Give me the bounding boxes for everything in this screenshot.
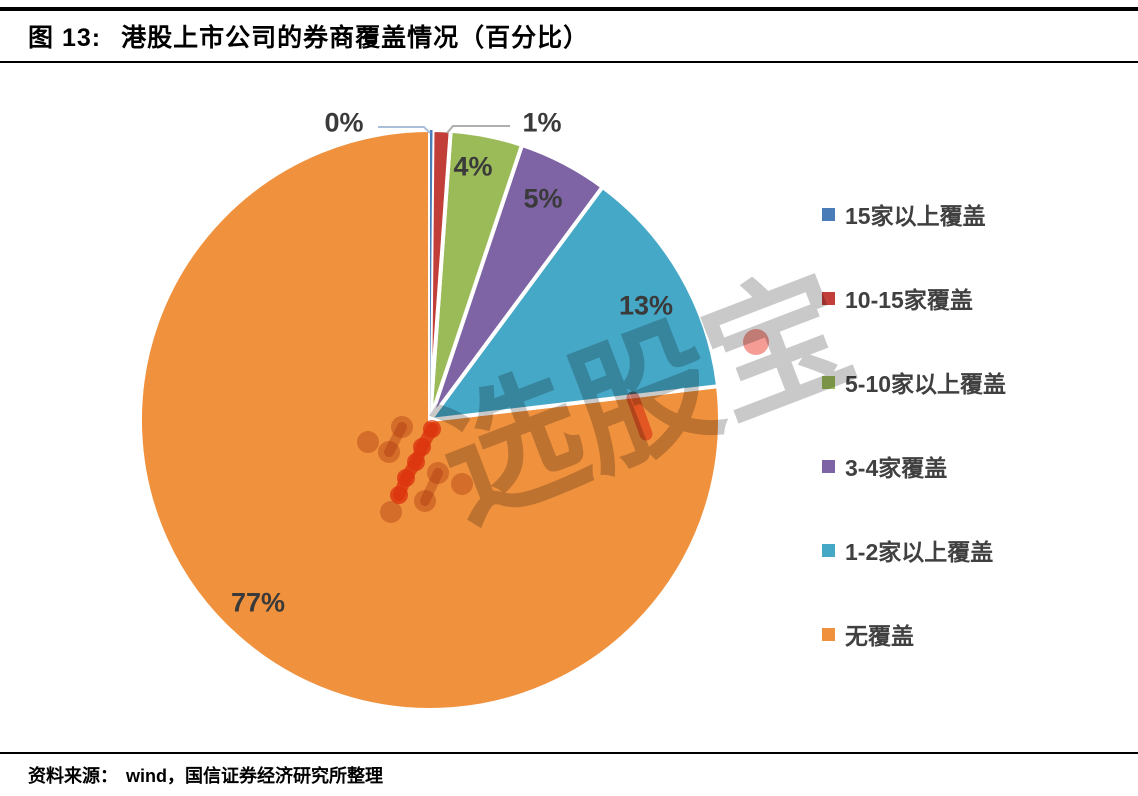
legend-item-5-10: 5-10家以上覆盖	[822, 368, 1007, 397]
legend-label: 5-10家以上覆盖	[845, 371, 1007, 397]
figure-title: 图 13: 港股上市公司的券商覆盖情况（百分比）	[28, 18, 589, 54]
legend-swatch-red	[822, 291, 835, 305]
watermark-red-stroke	[626, 391, 653, 441]
legend-swatch-teal	[822, 543, 835, 557]
legend-item-15-plus: 15家以上覆盖	[822, 200, 1006, 229]
legend-item-none: 无覆盖	[822, 620, 1006, 649]
chart-legend: 15家以上覆盖 10-15家覆盖 5-10家以上覆盖 3-4家覆盖 1-2家以上…	[822, 200, 1006, 704]
watermark-logo-icon	[357, 329, 769, 523]
footer-rule	[0, 752, 1138, 754]
leader-line-0-percent	[378, 126, 431, 134]
slice-label-0-percent: 0%	[324, 107, 364, 138]
figure-number-label: 图 13:	[28, 24, 102, 52]
slice-label-5-percent: 5%	[523, 183, 563, 214]
slice-label-4-percent: 4%	[453, 151, 493, 182]
source-line: 资料来源： wind，国信证券经济研究所整理	[28, 762, 383, 788]
legend-label: 3-4家覆盖	[845, 455, 948, 481]
legend-label: 无覆盖	[845, 623, 914, 649]
pie-slice-13%	[428, 184, 720, 422]
source-text: wind，国信证券经济研究所整理	[126, 766, 383, 786]
source-label: 资料来源：	[28, 766, 118, 786]
legend-swatch-purple	[822, 459, 835, 473]
legend-item-1-2: 1-2家以上覆盖	[822, 536, 1006, 565]
pie-slice-0%	[430, 129, 433, 420]
top-rule	[0, 7, 1138, 11]
legend-swatch-blue	[822, 207, 835, 221]
legend-label: 15家以上覆盖	[845, 203, 986, 229]
slice-label-77-percent: 77%	[230, 587, 286, 618]
pie-slices	[137, 128, 722, 712]
legend-swatch-orange	[822, 627, 835, 641]
legend-label: 1-2家以上覆盖	[845, 539, 994, 565]
legend-swatch-green	[822, 375, 835, 389]
legend-item-3-4: 3-4家覆盖	[822, 452, 1006, 481]
watermark-red-dot	[743, 329, 769, 355]
slice-label-1-percent: 1%	[522, 107, 562, 138]
figure-title-text: 港股上市公司的券商覆盖情况（百分比）	[121, 24, 590, 52]
legend-item-10-15: 10-15家覆盖	[822, 284, 1006, 313]
leader-line-1-percent	[446, 125, 510, 134]
legend-label: 10-15家覆盖	[845, 287, 973, 313]
pie-slice-1%	[428, 128, 453, 422]
title-underline-rule	[0, 61, 1138, 63]
slice-label-13-percent: 13%	[618, 290, 674, 321]
